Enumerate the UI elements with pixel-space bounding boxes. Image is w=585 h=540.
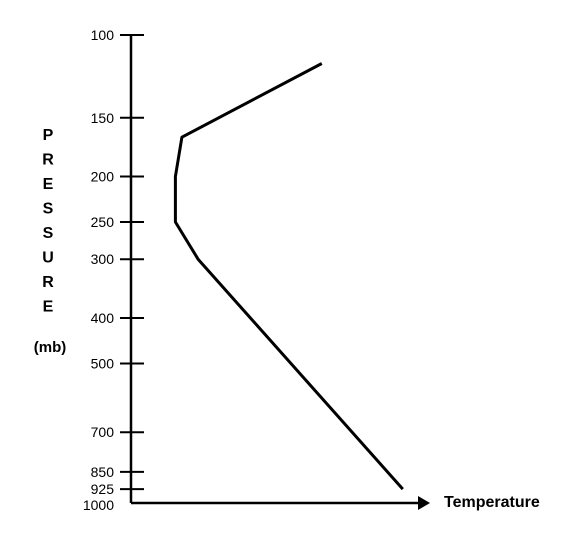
y-axis-title-letter: R <box>42 152 54 169</box>
y-axis-title-letter: P <box>43 127 54 144</box>
y-tick-label-200: 200 <box>91 168 115 184</box>
y-axis-title-letter: E <box>43 176 54 193</box>
y-tick-label-400: 400 <box>91 310 115 326</box>
y-axis-title-letter: S <box>43 225 54 242</box>
y-tick-label-150: 150 <box>91 110 115 126</box>
y-tick-label-850: 850 <box>91 464 115 480</box>
y-axis-title-letter: U <box>42 250 54 267</box>
x-axis-title: Temperature <box>444 494 540 511</box>
y-tick-label-1000: 1000 <box>83 497 114 513</box>
y-tick-label-250: 250 <box>91 214 115 230</box>
y-tick-label-300: 300 <box>91 251 115 267</box>
y-axis-title-letter: E <box>43 299 54 316</box>
x-axis-arrow <box>418 496 430 510</box>
y-tick-label-100: 100 <box>91 27 115 43</box>
y-axis-unit-label: (mb) <box>34 339 67 356</box>
y-axis-title-letter: S <box>43 201 54 218</box>
y-axis-title-letter: R <box>42 274 54 291</box>
y-tick-label-500: 500 <box>91 356 115 372</box>
temperature-profile-line <box>173 62 404 491</box>
y-tick-label-700: 700 <box>91 424 115 440</box>
y-tick-label-925: 925 <box>91 481 115 497</box>
